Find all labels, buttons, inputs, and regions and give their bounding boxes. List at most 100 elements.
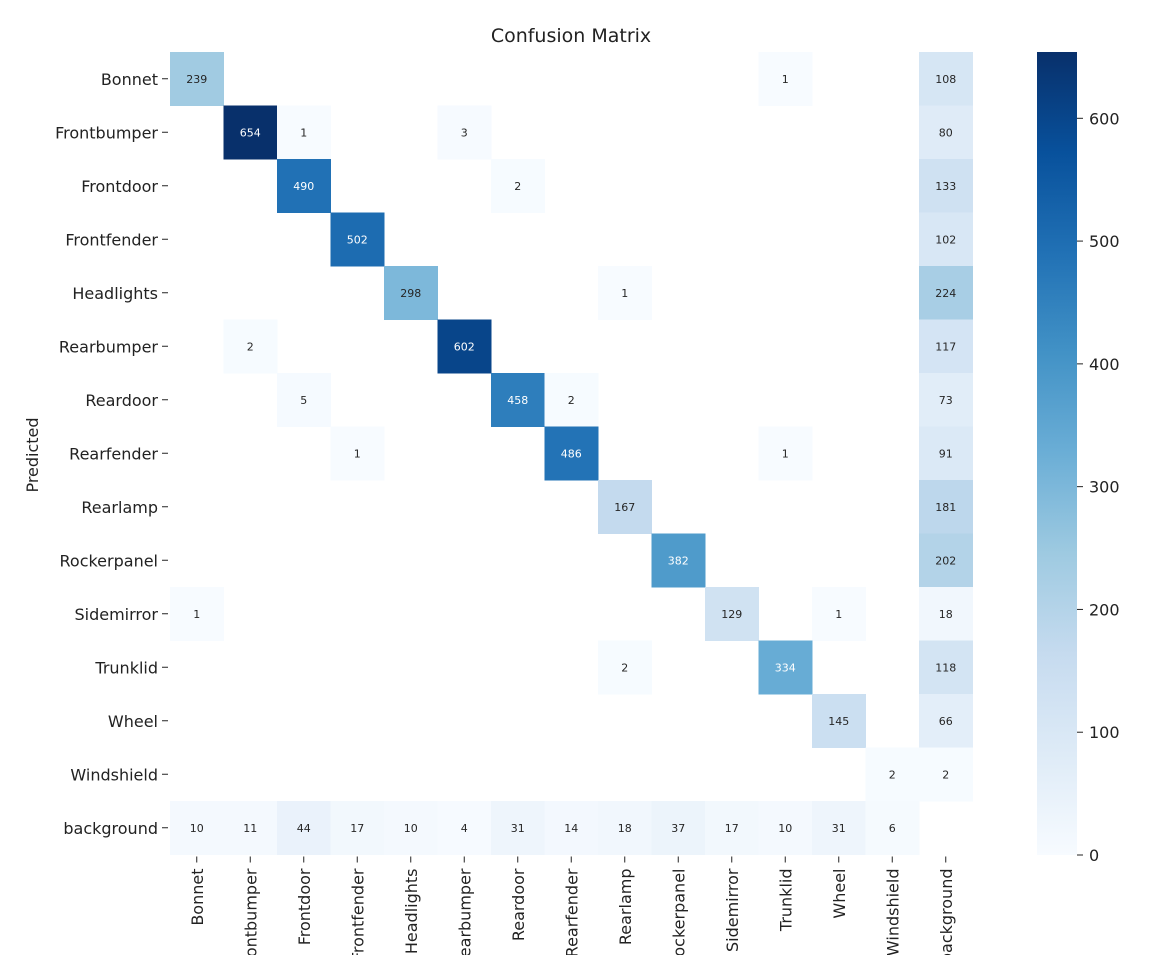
heatmap-cell xyxy=(919,266,973,320)
heatmap-cell xyxy=(919,212,973,267)
y-tick-label-wheel: Wheel xyxy=(108,712,158,731)
y-tick-label-windshield: Windshield xyxy=(70,765,158,784)
heatmap-cell xyxy=(437,319,492,374)
heatmap-cell xyxy=(170,587,224,641)
cell-annotation: 18 xyxy=(618,822,632,835)
cell-annotation: 6 xyxy=(889,822,896,835)
cell-annotation: 486 xyxy=(561,447,582,460)
y-tick-label-rearbumper: Rearbumper xyxy=(59,337,159,356)
cell-annotation: 2 xyxy=(621,661,628,674)
cell-annotation: 108 xyxy=(935,73,956,86)
x-tick-label-trunklid: Trunklid xyxy=(776,869,795,933)
heatmap-cell xyxy=(544,426,599,481)
x-tick-label-sidemirror: Sidemirror xyxy=(723,868,742,952)
y-tick-label-bonnet: Bonnet xyxy=(101,70,158,89)
cell-annotation: 4 xyxy=(461,822,468,835)
y-tick-label-rearlamp: Rearlamp xyxy=(81,498,158,517)
cell-annotation: 80 xyxy=(939,126,953,139)
cell-annotation: 298 xyxy=(400,287,421,300)
cell-annotation: 202 xyxy=(935,554,956,567)
heatmap-cell xyxy=(865,747,920,802)
cell-annotation: 334 xyxy=(775,661,796,674)
cell-annotation: 382 xyxy=(668,554,689,567)
cell-annotation: 10 xyxy=(404,822,418,835)
x-tick-label-rearlamp: Rearlamp xyxy=(616,869,635,946)
heatmap-cell xyxy=(598,480,652,534)
heatmap-cell xyxy=(170,801,224,855)
x-tick-label-rearfender: Rearfender xyxy=(562,868,581,955)
heatmap-cell xyxy=(437,801,492,855)
heatmap-cell xyxy=(277,801,331,855)
heatmap-cell xyxy=(330,801,385,855)
cell-annotation: 2 xyxy=(514,180,521,193)
heatmap-cell xyxy=(598,640,652,695)
heatmap-cell xyxy=(544,801,599,855)
colorbar-tick-label: 400 xyxy=(1089,355,1120,374)
y-tick-labels: Bonnet Frontbumper Frontdoor Frontfender Hea… xyxy=(55,70,168,838)
cell-annotation: 133 xyxy=(935,180,956,193)
cell-annotation: 10 xyxy=(778,822,792,835)
heatmap-cell xyxy=(919,533,973,588)
heatmap-cell xyxy=(812,801,866,855)
heatmap-cell xyxy=(919,52,973,106)
cell-annotation: 1 xyxy=(621,287,628,300)
x-tick-label-reardoor: Reardoor xyxy=(509,868,528,941)
cell-annotation: 31 xyxy=(832,822,846,835)
x-tick-label-rearbumper: Rearbumper xyxy=(455,868,474,955)
heatmap-cell xyxy=(919,640,973,695)
cell-annotation: 11 xyxy=(243,822,257,835)
cell-annotation: 37 xyxy=(671,822,685,835)
cell-annotation: 1 xyxy=(782,73,789,86)
heatmap-cell xyxy=(598,266,652,320)
heatmap-cell xyxy=(223,105,278,160)
cell-annotation: 73 xyxy=(939,394,953,407)
y-tick-label-sidemirror: Sidemirror xyxy=(74,605,158,624)
y-tick-label-rearfender: Rearfender xyxy=(69,444,158,463)
y-tick-label-frontbumper: Frontbumper xyxy=(55,123,158,142)
heatmap-cell xyxy=(919,159,973,213)
heatmap-cell xyxy=(651,801,706,855)
cell-annotation: 2 xyxy=(889,768,896,781)
y-tick-label-trunklid: Trunklid xyxy=(94,658,158,677)
cell-annotation: 1 xyxy=(354,447,361,460)
cell-annotation: 1 xyxy=(782,447,789,460)
x-tick-label-windshield: Windshield xyxy=(883,869,902,955)
heatmap-cell xyxy=(758,801,813,855)
y-tick-label-headlights: Headlights xyxy=(72,284,158,303)
x-tick-label-frontbumper: Frontbumper xyxy=(241,868,260,955)
cell-annotation: 102 xyxy=(935,233,956,246)
heatmap-cell xyxy=(919,426,973,481)
cell-annotation: 1 xyxy=(193,608,200,621)
cell-annotation: 44 xyxy=(297,822,311,835)
x-tick-labels: Bonnet Frontbumper Frontdoor Frontfender Hea… xyxy=(188,856,956,955)
heatmap-cell xyxy=(170,52,224,106)
heatmap-cell xyxy=(705,801,759,855)
cell-annotation: 602 xyxy=(454,340,475,353)
cell-annotation: 2 xyxy=(568,394,575,407)
heatmap-cell xyxy=(277,373,331,427)
heatmap-cell xyxy=(651,533,706,588)
cell-annotation: 490 xyxy=(293,180,314,193)
x-tick-label-headlights: Headlights xyxy=(402,869,421,955)
colorbar-tick-label: 300 xyxy=(1089,478,1120,497)
heatmap-cell xyxy=(758,52,813,106)
heatmap-cell xyxy=(812,694,866,748)
heatmap-cell xyxy=(919,694,973,748)
y-tick-label-rockerpanel: Rockerpanel xyxy=(60,551,159,570)
heatmap-cell xyxy=(223,319,278,374)
heatmap-cell xyxy=(758,426,813,481)
cell-annotation: 10 xyxy=(190,822,204,835)
cell-annotation: 31 xyxy=(511,822,525,835)
cell-annotation: 129 xyxy=(721,608,742,621)
colorbar-tick-label: 100 xyxy=(1089,723,1120,742)
colorbar-ticks: 0 100 200 300 400 500 600 xyxy=(1077,109,1120,865)
cell-annotation: 224 xyxy=(935,287,956,300)
heatmap-cell xyxy=(919,587,973,641)
heatmap-cell xyxy=(223,801,278,855)
cell-annotation: 3 xyxy=(461,126,468,139)
x-tick-label-frontfender: Frontfender xyxy=(348,868,367,955)
cell-annotation: 118 xyxy=(935,661,956,674)
cell-annotation: 2 xyxy=(942,768,949,781)
